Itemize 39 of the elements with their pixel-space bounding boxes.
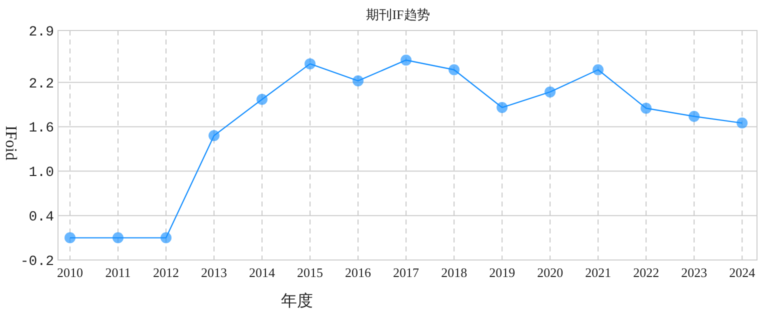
- point: [688, 110, 700, 122]
- chart-title: 期刊IF趋势: [366, 7, 430, 22]
- point: [256, 94, 268, 105]
- x-tick-label: 2011: [105, 265, 131, 280]
- x-tick-label: 2015: [297, 265, 324, 280]
- point: [352, 75, 364, 86]
- x-tick-label: 2022: [633, 265, 660, 280]
- point: [208, 130, 220, 142]
- x-tick-label: 2010: [57, 265, 83, 280]
- x-tick-label: 2018: [441, 265, 468, 280]
- point: [400, 54, 412, 66]
- y-tick-label: 1.0: [28, 165, 54, 182]
- point: [736, 118, 748, 129]
- point: [160, 232, 172, 244]
- x-tick-label: 2019: [489, 265, 516, 280]
- y-tick-label: -0.2: [20, 254, 54, 270]
- y-axis-title: IFoid: [2, 126, 19, 160]
- point: [64, 232, 76, 244]
- point: [112, 232, 124, 244]
- point: [592, 64, 604, 76]
- x-tick-label: 2014: [249, 265, 276, 280]
- x-tick-label: 2024: [729, 265, 756, 280]
- y-tick-label: 1.6: [28, 120, 54, 137]
- point: [448, 64, 460, 76]
- x-tick-label: 2012: [153, 265, 180, 280]
- point: [544, 86, 556, 98]
- y-tick-label: 2.9: [28, 24, 54, 40]
- x-axis-title: 年度: [281, 292, 313, 310]
- x-tick-label: 2016: [345, 265, 372, 280]
- point: [640, 102, 652, 114]
- y-tick-label: 0.4: [28, 210, 54, 226]
- x-tick-label: 2023: [681, 265, 708, 280]
- point: [304, 58, 316, 70]
- x-tick-label: 2013: [201, 265, 228, 280]
- x-tick-label: 2017: [393, 265, 420, 280]
- point: [496, 102, 508, 113]
- x-tick-label: 2020: [537, 265, 564, 280]
- y-tick-label: 2.2: [28, 76, 54, 92]
- x-tick-label: 2021: [585, 265, 612, 280]
